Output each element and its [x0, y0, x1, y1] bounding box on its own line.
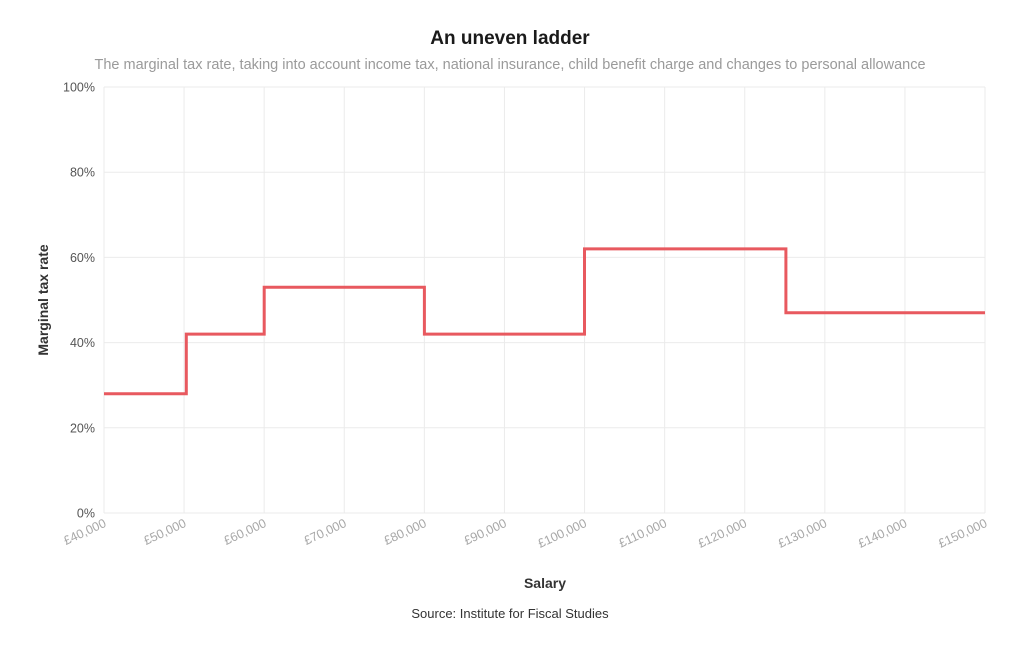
source-note: Source: Institute for Fiscal Studies [411, 606, 609, 621]
x-tick-label: £100,000 [536, 516, 589, 551]
grid [103, 86, 986, 514]
chart-subtitle: The marginal tax rate, taking into accou… [94, 57, 926, 73]
y-tick-label: 60% [70, 251, 95, 265]
x-tick-label: £70,000 [302, 516, 349, 548]
x-axis-title: Salary [524, 575, 566, 591]
series [104, 247, 985, 396]
y-tick-label: 80% [70, 166, 95, 180]
y-tick-label: 0% [77, 507, 95, 521]
x-axis-ticks: £40,000 £50,000 £60,000 £70,000 £80,000 £90,0… [61, 516, 989, 551]
y-tick-label: 20% [70, 421, 95, 435]
x-tick-label: £110,000 [617, 516, 669, 550]
chart-title: An uneven ladder [430, 28, 590, 49]
x-tick-label: £80,000 [382, 516, 429, 548]
y-tick-label: 40% [70, 336, 95, 350]
y-axis-title: Marginal tax rate [35, 244, 51, 355]
x-tick-label: £130,000 [776, 516, 829, 551]
x-tick-label: £120,000 [696, 516, 749, 551]
x-tick-label: £140,000 [856, 516, 909, 551]
x-tick-label: £50,000 [141, 516, 188, 548]
x-tick-label: £60,000 [222, 516, 269, 548]
x-tick-label: £90,000 [462, 516, 509, 548]
tax-rate-line [104, 247, 985, 396]
y-tick-label: 100% [63, 81, 95, 95]
x-tick-label: £150,000 [936, 516, 989, 551]
x-tick-label: £40,000 [61, 516, 108, 548]
y-axis-ticks: 0% 20% 40% 60% 80% 100% [63, 81, 95, 521]
